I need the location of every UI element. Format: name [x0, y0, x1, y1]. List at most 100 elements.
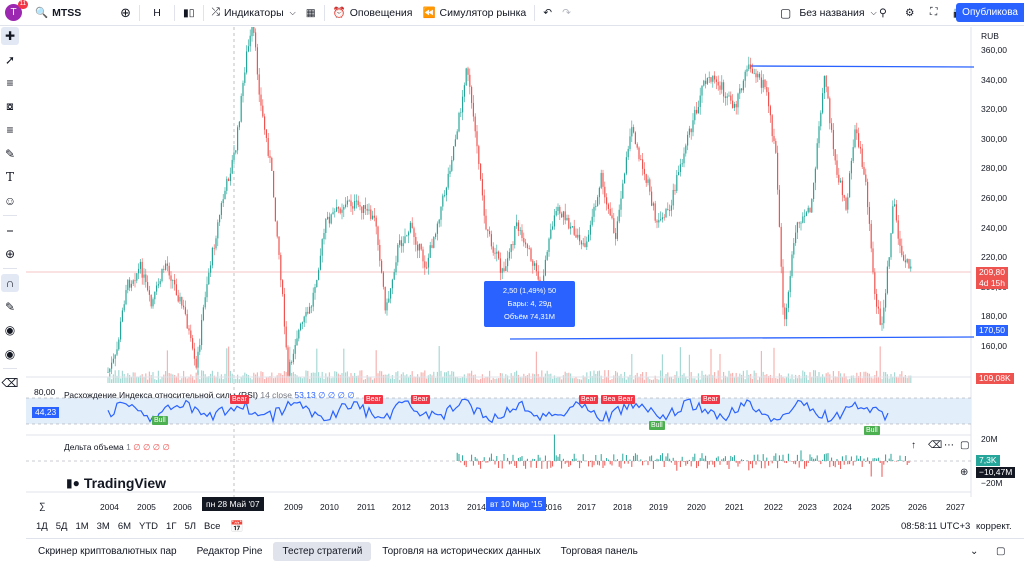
volume-bar [751, 378, 753, 383]
delta-bar [897, 460, 899, 461]
candle-body [483, 195, 485, 216]
ruler-icon[interactable]: ⎯ [6, 222, 13, 237]
range-button[interactable]: 5Д [55, 520, 68, 532]
magnet-icon[interactable]: ∩ [1, 274, 19, 292]
range-button[interactable]: YTD [139, 520, 159, 532]
volume-bar [651, 379, 653, 383]
year-label: 2006 [173, 502, 192, 512]
bottom-tab[interactable]: Тестер стратегий [273, 542, 372, 561]
bottom-tab[interactable]: Торговая панель [560, 546, 638, 557]
pane-maximize-icon[interactable]: ▢ [960, 440, 970, 451]
adjust-toggle[interactable]: коррект. [976, 520, 1012, 532]
delta-bar [847, 461, 849, 465]
candle-body [132, 280, 134, 284]
pane-up-icon[interactable]: ↑ [911, 440, 916, 451]
range-button[interactable]: 5Л [184, 520, 197, 532]
delta-bar [472, 461, 474, 466]
quick-search-button[interactable]: ⚲ [874, 0, 892, 26]
bottom-tab[interactable]: Скринер криптовалютных пар [38, 546, 177, 557]
volume-bar [492, 377, 494, 383]
volume-bar [406, 374, 408, 383]
chart-area[interactable]: RUB 360,00 340,00 320,00 300,00 280,00 260,00… [26, 27, 1024, 516]
chart-canvas[interactable] [26, 27, 1024, 516]
candle-body [604, 186, 606, 198]
range-button[interactable]: 3М [96, 520, 110, 532]
delta-legend[interactable]: Дельта объема 1 ∅ ∅ ∅ ∅ [64, 442, 170, 453]
emoji-icon[interactable]: ☺ [3, 193, 17, 208]
range-button[interactable]: 1М [75, 520, 89, 532]
volume-bar [712, 375, 714, 383]
fib-icon[interactable]: ≡ [6, 76, 14, 90]
user-avatar[interactable]: T 11 [5, 0, 28, 21]
text-icon[interactable]: T [5, 170, 14, 184]
candle-body [723, 82, 725, 97]
calendar-icon[interactable]: 📅 [230, 520, 245, 533]
candle-body [152, 299, 154, 307]
symbol-search-button[interactable]: 🔍 MTSS [30, 0, 115, 26]
lock-drawing-icon[interactable]: ✎ [4, 299, 16, 314]
candle-body [903, 255, 905, 261]
pattern-icon[interactable]: ⧇ [6, 99, 14, 113]
candle-body [820, 112, 822, 127]
volume-bar [584, 376, 586, 383]
bottom-tab[interactable]: Редактор Pine [196, 546, 263, 557]
collapse-icon[interactable]: ⌄ [970, 546, 979, 557]
candle-body [310, 306, 312, 308]
volume-bar [251, 379, 253, 383]
bear-divergence-badge: Bear [601, 395, 620, 404]
bottom-tab[interactable]: Торговля на исторических данных [382, 546, 541, 557]
zoom-icon[interactable]: ⊕ [4, 246, 16, 261]
fullscreen-button[interactable]: ⛶ [925, 0, 942, 26]
publish-button[interactable]: Опубликова [956, 3, 1024, 22]
delta-bar [474, 456, 476, 461]
volume-bar [129, 375, 131, 383]
range-button[interactable]: Все [204, 520, 221, 532]
delta-bar [672, 457, 674, 461]
interval-button[interactable]: H [153, 6, 161, 19]
volume-bar [483, 378, 485, 383]
trend-line-icon[interactable]: ➚ [4, 52, 16, 67]
pane-delete-icon[interactable]: ⌫ [928, 440, 943, 451]
timezone-icon[interactable]: ∑ [39, 501, 46, 511]
add-icon[interactable]: ⊕ [960, 467, 969, 478]
range-button[interactable]: 1Г [166, 520, 177, 532]
projection-icon[interactable]: ≡ [6, 123, 14, 137]
redo-button[interactable]: ↷ [557, 0, 576, 26]
volume-bar [807, 379, 809, 383]
rsi-legend[interactable]: Расхождение Индекса относительной силы (… [64, 390, 355, 401]
lock-icon[interactable]: ◉ [4, 323, 16, 337]
candle-body [489, 231, 491, 235]
undo-button[interactable]: ↶ [538, 0, 557, 26]
maximize-icon[interactable]: ▢ [996, 546, 1006, 557]
crosshair-icon[interactable]: ✚ [1, 27, 19, 45]
candle-body [114, 354, 116, 359]
compare-button[interactable]: ⊕ [115, 0, 136, 26]
pane-more-icon[interactable]: ⋯ [944, 440, 954, 451]
horizontal-line-price-badge[interactable]: 170,50 [976, 325, 1008, 336]
layout-button[interactable]: ▢ Без названия ⌵ [775, 0, 882, 26]
divider [3, 215, 17, 216]
eye-icon[interactable]: ◉ [4, 346, 16, 361]
chart-type-button[interactable]: ▮▯ [178, 0, 200, 26]
alerts-button[interactable]: ⏰ Оповещения [328, 0, 418, 26]
range-button[interactable]: 1Д [36, 520, 48, 532]
candle-body [865, 174, 867, 182]
templates-button[interactable]: ▦ [301, 0, 321, 26]
candle-body [192, 338, 194, 349]
trash-icon[interactable]: ⌫ [1, 376, 19, 390]
delta-bar [780, 459, 782, 461]
candle-body [611, 215, 613, 219]
candle-body [411, 222, 413, 229]
volume-bar [636, 372, 638, 383]
last-price-badge[interactable]: 209,80 4d 15h [976, 267, 1008, 289]
delta-bar [512, 454, 514, 461]
indicators-button[interactable]: ⤮ Индикаторы ⌵ [207, 0, 301, 26]
range-button[interactable]: 6М [117, 520, 132, 532]
clock-label[interactable]: 08:58:11 UTC+3 [901, 520, 971, 532]
candle-body [784, 307, 786, 320]
replay-button[interactable]: ⏪ Симулятор рынка [417, 0, 531, 26]
brush-icon[interactable]: ✎ [4, 146, 16, 161]
settings-button[interactable]: ⚙ [900, 0, 919, 26]
candle-body [204, 297, 206, 308]
volume-bar [507, 375, 509, 383]
